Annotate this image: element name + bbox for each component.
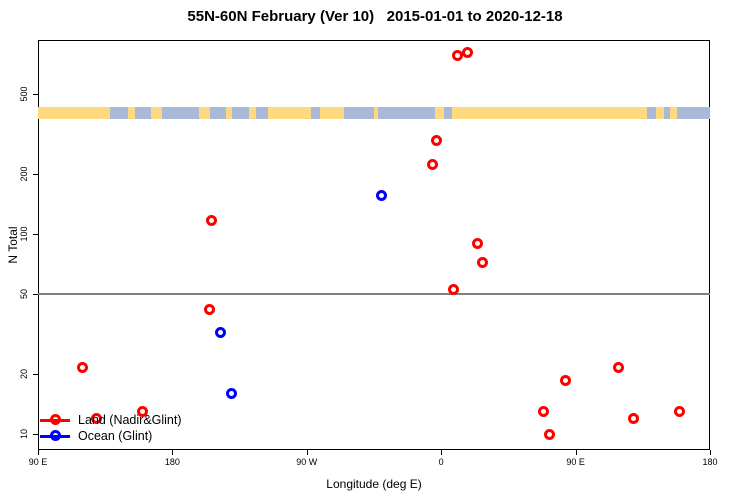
- map-strip-segment-ocean: [647, 107, 657, 119]
- legend-item-ocean: Ocean (Glint): [40, 428, 182, 444]
- ocean-marker-icon: [40, 430, 70, 442]
- data-point-land: [461, 47, 473, 59]
- map-strip-segment-land: [267, 107, 312, 119]
- map-strip-segment-ocean: [677, 107, 710, 119]
- data-point-land: [471, 237, 483, 249]
- map-strip-segment-ocean: [311, 107, 321, 119]
- legend: Land (Nadir&Glint) Ocean (Glint): [40, 412, 182, 444]
- y-tick: [33, 434, 38, 435]
- map-strip-segment-land: [199, 107, 210, 119]
- data-point-ocean: [225, 387, 237, 399]
- data-point-land: [543, 428, 555, 440]
- map-strip-segment-land: [374, 107, 379, 119]
- y-tick-label: 10: [19, 428, 29, 440]
- x-tick: [306, 450, 308, 455]
- data-point-land: [431, 134, 443, 146]
- land-marker-icon: [40, 414, 70, 426]
- data-point-land: [137, 405, 149, 417]
- map-strip-segment-land: [151, 107, 162, 119]
- y-tick-label: 100: [19, 226, 29, 242]
- chart-title: 55N-60N February (Ver 10) 2015-01-01 to …: [187, 8, 563, 25]
- x-tick: [575, 450, 577, 455]
- x-tick: [38, 450, 39, 455]
- map-strip-segment-ocean: [109, 107, 128, 119]
- map-strip-segment-land: [435, 107, 445, 119]
- map-strip-segment-ocean: [663, 107, 670, 119]
- y-axis-title: N Total: [6, 226, 20, 264]
- x-axis-title: Longitude (deg E): [326, 477, 422, 491]
- data-point-land: [205, 214, 217, 226]
- map-strip-segment-land: [451, 107, 648, 119]
- x-tick-label: 90 E: [566, 457, 585, 467]
- x-tick-label: 180: [702, 457, 718, 467]
- x-tick: [710, 450, 711, 455]
- map-strip-segment-ocean: [135, 107, 152, 119]
- map-strip-segment-ocean: [256, 107, 268, 119]
- x-tick-label: 0: [438, 457, 444, 467]
- legend-label-ocean: Ocean (Glint): [78, 429, 153, 443]
- y-tick-label: 20: [19, 368, 29, 379]
- map-strip-segment-land: [669, 107, 678, 119]
- y-tick: [33, 94, 38, 96]
- data-point-land: [448, 283, 460, 295]
- data-point-land: [426, 159, 438, 171]
- x-tick: [441, 450, 443, 455]
- map-strip-segment-ocean: [232, 107, 249, 119]
- y-tick: [33, 234, 38, 235]
- y-tick: [33, 373, 38, 375]
- data-point-land: [627, 412, 639, 424]
- data-point-land: [612, 362, 624, 373]
- map-strip-segment-land: [320, 107, 345, 119]
- map-strip-segment-land: [38, 107, 110, 119]
- map-strip-segment-land: [127, 107, 136, 119]
- y-tick-label: 50: [19, 289, 29, 300]
- y-tick: [33, 294, 38, 296]
- data-point-land: [204, 303, 216, 315]
- map-strip-segment-ocean: [378, 107, 436, 119]
- data-point-land: [537, 405, 549, 417]
- map-strip-segment-ocean: [344, 107, 374, 119]
- map-strip-segment-land: [226, 107, 233, 119]
- reference-line: [38, 293, 710, 296]
- data-point-land: [452, 49, 464, 61]
- x-tick-label: 90 E: [28, 457, 48, 467]
- data-point-land: [90, 412, 102, 424]
- legend-label-land: Land (Nadir&Glint): [78, 413, 182, 427]
- x-tick-label: 90 W: [296, 457, 318, 467]
- x-tick-label: 180: [164, 457, 180, 467]
- legend-item-land: Land (Nadir&Glint): [40, 412, 182, 428]
- plot-area: [38, 40, 710, 450]
- map-strip-segment-land: [656, 107, 664, 119]
- data-point-land: [476, 257, 488, 269]
- map-strip-segment-land: [248, 107, 256, 119]
- data-point-ocean: [375, 190, 387, 202]
- map-strip-segment-ocean: [161, 107, 200, 119]
- y-tick-label: 200: [19, 166, 29, 182]
- y-tick-label: 500: [19, 86, 29, 102]
- data-point-land: [76, 362, 88, 373]
- data-point-land: [559, 375, 571, 387]
- map-strip-segment-ocean: [209, 107, 227, 119]
- map-strip-segment-ocean: [444, 107, 452, 119]
- data-point-land: [673, 405, 685, 417]
- data-point-ocean: [215, 327, 227, 339]
- x-tick: [172, 450, 174, 455]
- y-tick: [33, 173, 38, 175]
